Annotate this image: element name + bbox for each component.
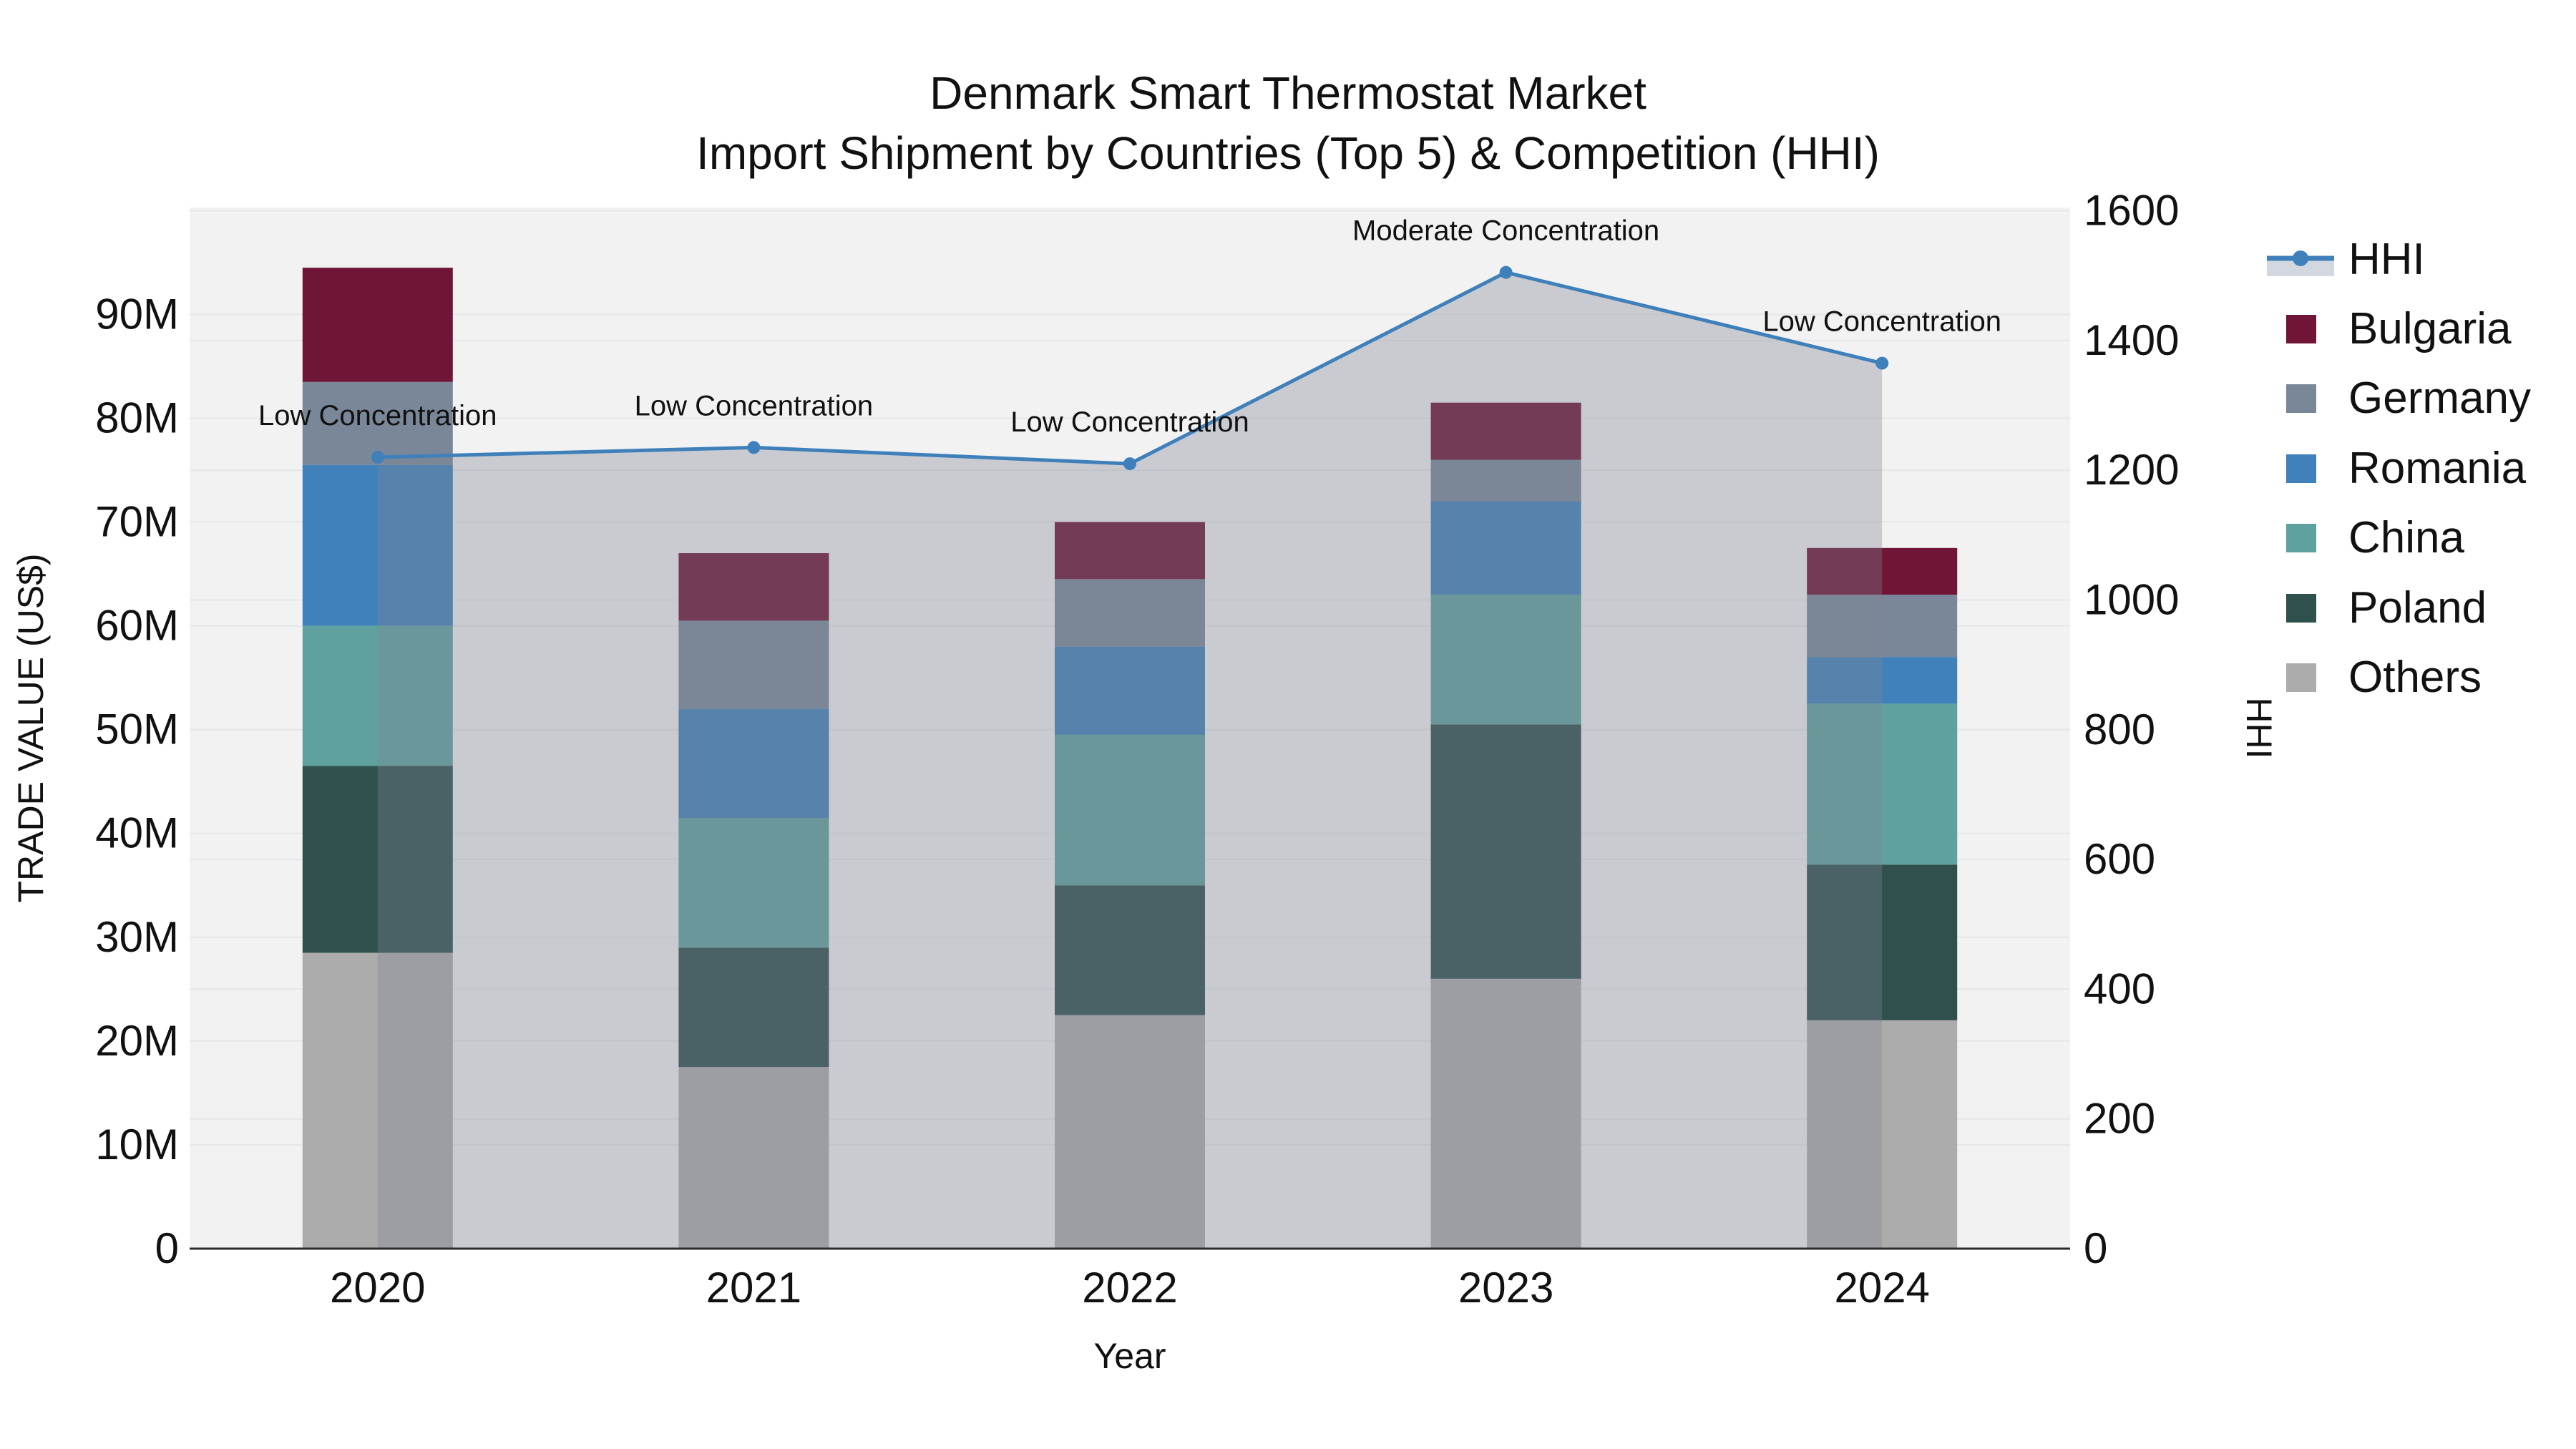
legend-swatch-poland — [2286, 594, 2316, 623]
left-axis-title: TRADE VALUE (US$) — [11, 553, 51, 902]
hhi-annotation-2022: Low Concentration — [1010, 406, 1249, 438]
bar-segment-germany-2021 — [678, 620, 829, 709]
hhi-point-2023 — [1499, 265, 1513, 279]
left-tick-label: 60M — [95, 602, 179, 650]
bar-segment-poland-2020 — [302, 766, 453, 953]
right-tick-label: 1000 — [2084, 575, 2179, 623]
legend-label-romania: Romania — [2348, 444, 2527, 493]
bar-segment-romania-2020 — [302, 464, 453, 626]
chart-title-line1: Denmark Smart Thermostat Market — [930, 67, 1646, 119]
right-tick-label: 1600 — [2084, 187, 2179, 235]
bar-segment-romania-2024 — [1807, 657, 1958, 704]
right-tick-label: 0 — [2084, 1224, 2107, 1272]
legend-label-china: China — [2348, 513, 2465, 562]
hhi-annotation-2021: Low Concentration — [635, 390, 874, 421]
right-tick-label: 1200 — [2084, 446, 2179, 494]
right-tick-label: 1400 — [2084, 316, 2179, 364]
left-tick-label: 20M — [95, 1017, 179, 1065]
bar-segment-others-2021 — [678, 1067, 829, 1249]
right-tick-label: 200 — [2084, 1095, 2155, 1143]
left-tick-label: 0 — [155, 1224, 179, 1272]
legend-hhi-marker-icon — [2293, 250, 2308, 266]
legend-swatch-others — [2286, 663, 2316, 692]
bar-segment-others-2022 — [1055, 1015, 1205, 1249]
bar-segment-poland-2024 — [1807, 864, 1958, 1020]
bar-segment-china-2024 — [1807, 703, 1958, 865]
hhi-annotation-2020: Low Concentration — [258, 400, 497, 431]
right-axis-title: HHI — [2239, 697, 2279, 758]
hhi-point-2021 — [747, 441, 761, 454]
hhi-area-fill — [377, 272, 1883, 1249]
hhi-point-2024 — [1875, 356, 1889, 370]
legend-swatch-romania — [2286, 454, 2316, 483]
hhi-annotation-2023: Moderate Concentration — [1352, 215, 1659, 247]
hhi-point-2022 — [1123, 457, 1136, 471]
right-tick-label: 400 — [2084, 965, 2155, 1013]
left-tick-label: 70M — [95, 498, 179, 546]
bar-segment-poland-2021 — [678, 947, 829, 1068]
x-tick-label: 2020 — [330, 1264, 425, 1312]
bar-segment-china-2020 — [302, 625, 453, 766]
left-tick-label: 40M — [95, 809, 179, 857]
bar-segment-bulgaria-2021 — [678, 553, 829, 621]
bar-segment-romania-2022 — [1055, 646, 1205, 735]
bar-segment-others-2024 — [1807, 1020, 1958, 1249]
left-tick-label: 10M — [95, 1121, 179, 1169]
bar-segment-bulgaria-2022 — [1055, 522, 1205, 580]
legend-label-hhi: HHI — [2348, 235, 2425, 284]
bar-segment-poland-2023 — [1430, 724, 1581, 979]
chart-title-line2: Import Shipment by Countries (Top 5) & C… — [696, 127, 1880, 179]
bar-segment-bulgaria-2020 — [302, 268, 453, 382]
right-tick-label: 600 — [2084, 835, 2155, 883]
legend-label-poland: Poland — [2348, 583, 2487, 633]
legend-label-others: Others — [2348, 653, 2482, 702]
bar-segment-bulgaria-2024 — [1807, 547, 1958, 595]
legend-swatch-bulgaria — [2286, 315, 2316, 343]
bar-segment-germany-2023 — [1430, 459, 1581, 502]
right-tick-label: 800 — [2084, 706, 2155, 753]
bar-segment-romania-2021 — [678, 708, 829, 818]
legend-label-germany: Germany — [2348, 374, 2531, 423]
legend-swatch-china — [2286, 524, 2316, 552]
bar-segment-china-2021 — [678, 817, 829, 948]
bar-segment-poland-2022 — [1055, 885, 1205, 1015]
bar-segment-others-2023 — [1430, 978, 1581, 1249]
left-tick-label: 90M — [95, 290, 179, 338]
bar-segment-china-2022 — [1055, 734, 1205, 886]
left-tick-label: 30M — [95, 913, 179, 961]
bar-segment-others-2020 — [302, 952, 453, 1249]
bar-segment-bulgaria-2023 — [1430, 402, 1581, 460]
hhi-point-2020 — [371, 451, 384, 464]
legend-swatch-germany — [2286, 384, 2316, 413]
left-tick-label: 50M — [95, 706, 179, 753]
x-tick-label: 2022 — [1082, 1264, 1177, 1312]
legend-label-bulgaria: Bulgaria — [2348, 304, 2512, 353]
left-tick-label: 80M — [95, 394, 179, 441]
bar-segment-germany-2022 — [1055, 579, 1205, 647]
x-tick-label: 2024 — [1834, 1264, 1929, 1312]
x-axis-title: Year — [1093, 1336, 1166, 1376]
bar-segment-china-2023 — [1430, 595, 1581, 725]
hhi-annotation-2024: Low Concentration — [1762, 306, 2001, 338]
x-tick-label: 2021 — [706, 1264, 801, 1312]
x-tick-label: 2023 — [1458, 1264, 1553, 1312]
bar-segment-romania-2023 — [1430, 501, 1581, 595]
bar-segment-germany-2024 — [1807, 595, 1958, 658]
